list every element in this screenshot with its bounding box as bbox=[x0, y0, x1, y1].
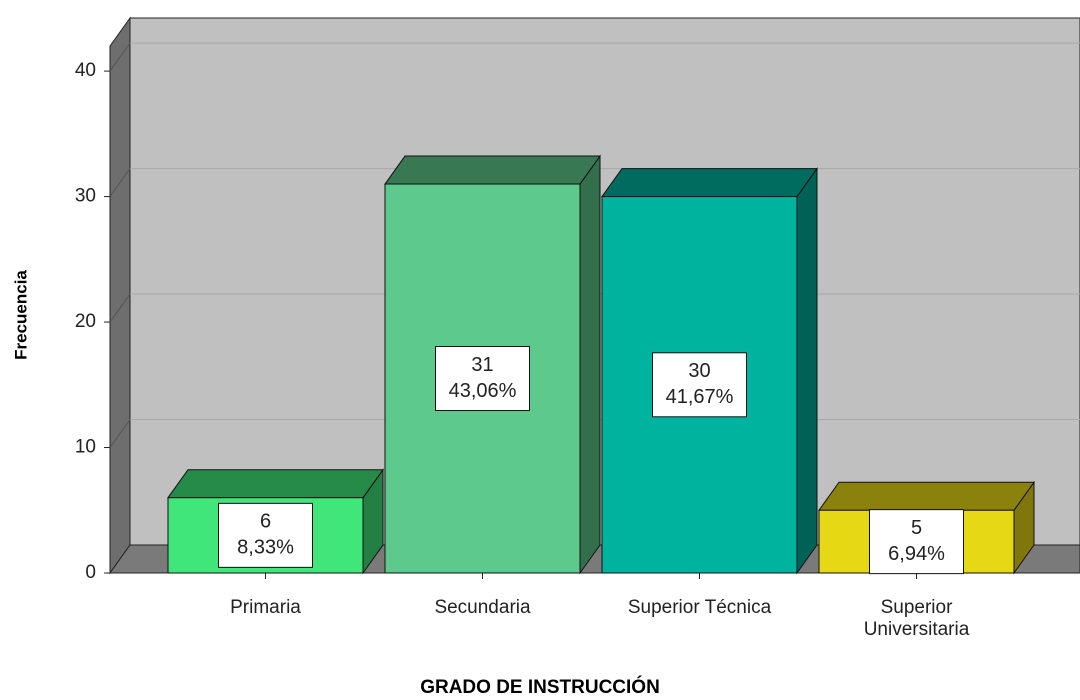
value-label: 30 bbox=[688, 360, 710, 382]
x-tick-label: Secundaria bbox=[434, 597, 531, 618]
percentage-label: 43,06% bbox=[449, 380, 517, 402]
bar-top bbox=[818, 481, 1035, 511]
value-label: 5 bbox=[911, 517, 922, 539]
grid-line bbox=[109, 293, 131, 323]
label-box bbox=[652, 352, 747, 418]
percentage-label: 41,67% bbox=[666, 386, 734, 408]
percentage-label: 6,94% bbox=[888, 543, 945, 565]
value-label: 31 bbox=[471, 354, 493, 376]
percentage-label: 8,33% bbox=[237, 537, 294, 559]
x-tick-label: Superior Técnica bbox=[627, 597, 772, 618]
grid-line bbox=[109, 42, 131, 72]
label-box bbox=[435, 346, 530, 412]
y-tick-label: 0 bbox=[85, 562, 96, 583]
value-label: 6 bbox=[260, 511, 271, 533]
y-tick-label: 10 bbox=[75, 437, 96, 458]
x-axis-title: GRADO DE INSTRUCCIÓN bbox=[420, 676, 660, 698]
label-box bbox=[869, 509, 964, 575]
y-axis-title: Frecuencia bbox=[11, 270, 30, 360]
y-tick-label: 30 bbox=[75, 186, 96, 207]
y-tick-label: 40 bbox=[75, 60, 96, 81]
bar-side bbox=[796, 167, 818, 575]
left-wall bbox=[109, 16, 131, 575]
bar-top bbox=[384, 155, 601, 185]
bar-top bbox=[601, 168, 818, 198]
grid-line bbox=[109, 419, 131, 448]
bar-top bbox=[167, 469, 384, 499]
y-tick-label: 20 bbox=[75, 311, 96, 332]
x-tick-label: Superior Universitaria bbox=[863, 597, 970, 640]
grid-line bbox=[109, 168, 131, 197]
bar-side bbox=[579, 154, 601, 575]
label-box bbox=[218, 502, 313, 568]
x-tick-label: Primaria bbox=[230, 597, 301, 618]
